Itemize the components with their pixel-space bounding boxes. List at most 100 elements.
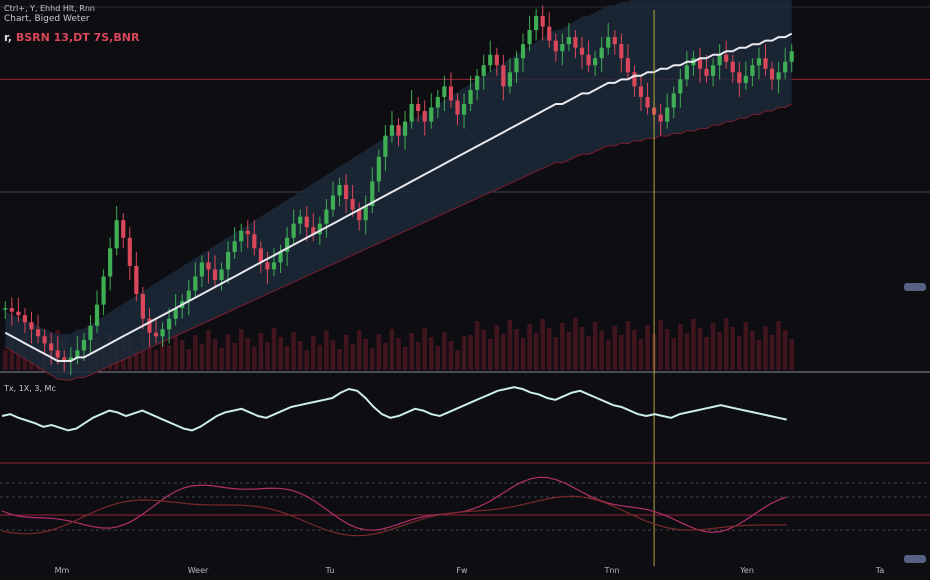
volume-bar [330,340,336,370]
volume-bar [540,319,545,370]
candle-body [750,65,755,76]
volume-bar [442,332,447,370]
ohlc-values: BSRN 13,DT 7S,BNR [15,31,140,44]
candle [167,308,172,344]
candle-body [566,37,571,45]
candle-body [402,121,408,136]
candle-body [239,230,244,242]
candle-body [756,58,762,66]
price-scale-badge[interactable] [904,283,926,291]
candle-body [763,58,768,69]
volume-bar [566,332,572,370]
x-tick-label: Mm [55,566,70,575]
candle-body [599,47,604,59]
candle-body [134,265,139,295]
volume-bar [664,329,670,370]
volume-bar [638,339,644,370]
candle [396,118,401,147]
candle [9,297,14,326]
candle [311,213,316,242]
volume-bar [219,348,224,370]
volume-bar [16,345,21,370]
candle [114,206,119,256]
volume-bar [409,333,414,370]
candle [501,54,506,101]
volume-bar [199,344,205,370]
candle [586,40,591,73]
candle [245,220,250,249]
volume-bar [435,346,441,370]
candle-body [455,100,460,115]
candle-body [501,65,506,87]
candle-body [429,107,434,122]
volume-bar [487,339,493,370]
volume-bar [212,339,218,370]
candle-body [212,269,218,280]
ohlc-prefix: r, [4,31,12,44]
candle-body [62,357,67,361]
candle-body [3,308,8,310]
candle-body [730,61,735,73]
volume-bar [560,323,565,370]
candle [710,58,716,87]
volume-bar [415,342,421,370]
candle [599,37,604,73]
candle [153,318,159,344]
candle [442,75,447,112]
volume-bar [304,350,310,370]
candle [94,290,100,333]
candle [16,297,21,323]
candle-body [357,209,362,221]
volume-bar [481,330,486,370]
candle-body [337,184,342,196]
volume-bar [317,345,323,370]
volume-bar [494,325,500,370]
candle [743,61,748,90]
volume-bar [599,331,604,370]
candle-body [153,332,159,337]
candle [481,54,486,90]
volume-bar [632,330,637,370]
candle-body [94,304,100,326]
candle [186,280,191,316]
x-tick-label: Weer [188,566,209,575]
oscillator-main-line [1,386,787,432]
x-tick-label: Tnn [603,566,619,575]
candle-body [593,58,598,66]
candle-body [638,86,644,97]
candle-body [678,79,683,94]
oscillator-scale-badge[interactable] [904,555,926,563]
candle [193,262,198,298]
candle-body [724,54,729,62]
candle [3,301,8,319]
volume-bar [697,328,703,370]
candle-body [160,329,165,337]
candle [147,308,152,347]
volume-bar [258,333,264,370]
volume-bar [343,335,349,370]
candle-body [324,209,329,224]
candle [55,336,60,365]
volume-bar [179,340,185,370]
candle [776,61,781,94]
candle-body [475,75,480,90]
volume-bar [501,334,506,370]
volume-bar [736,336,742,370]
candle-body [612,37,617,45]
candle [619,33,624,73]
volume-bar [252,347,257,370]
candle [422,100,427,136]
volume-bar [612,326,618,370]
volume-bar [776,321,781,370]
candle [547,12,552,48]
volume-bar [789,339,795,370]
candle [553,33,558,62]
candle-body [127,237,132,266]
candle-body [481,65,486,76]
candle [566,23,571,52]
candle-body [776,72,781,80]
candle-body [697,58,703,69]
volume-bar [448,341,454,370]
candle-body [743,75,748,83]
candle [573,30,578,59]
